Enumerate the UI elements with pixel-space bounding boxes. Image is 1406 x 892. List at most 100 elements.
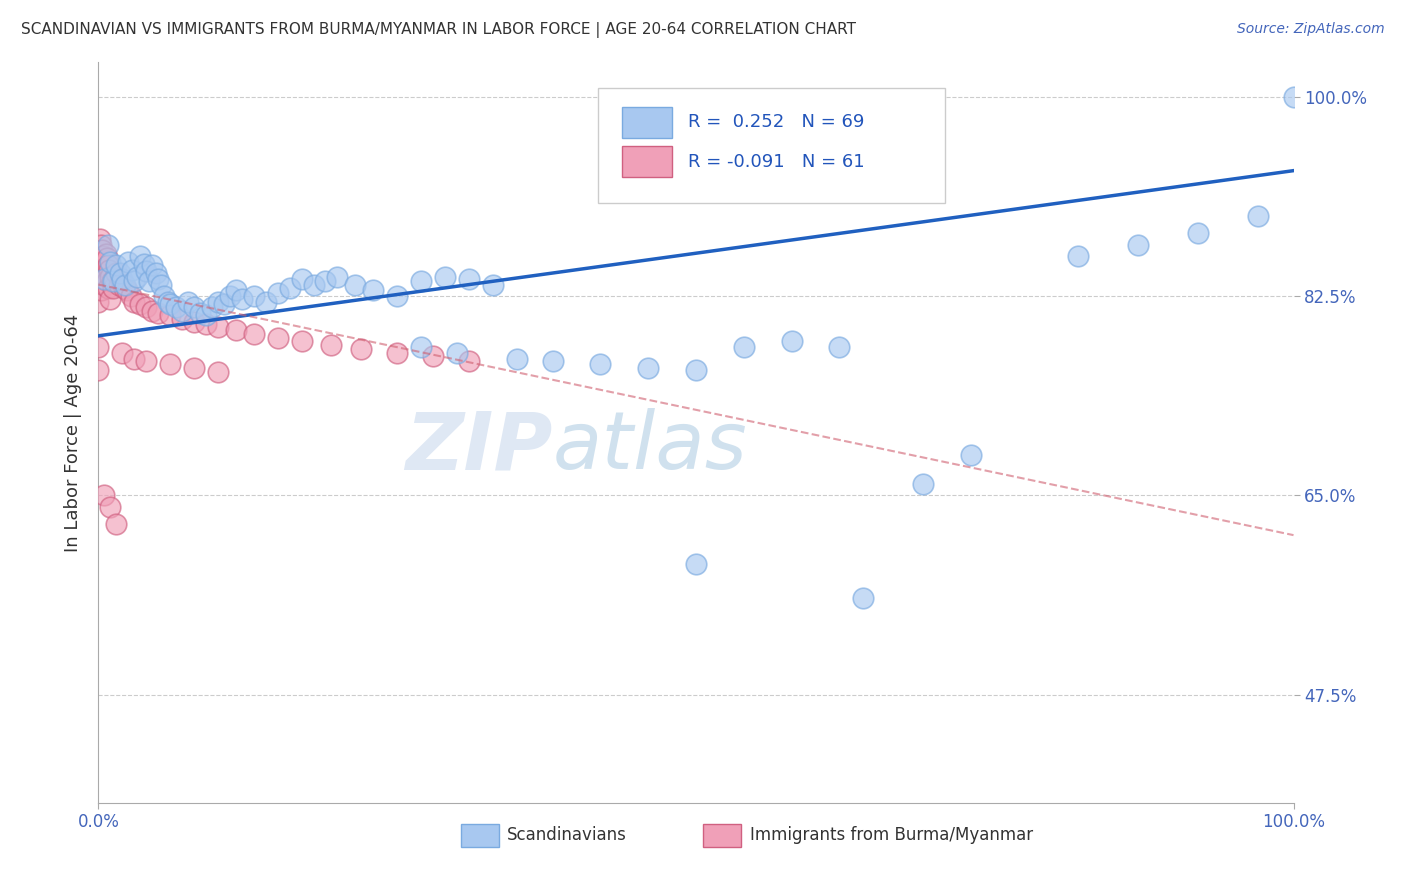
Point <box>101 274 124 288</box>
Point <box>1282 89 1305 103</box>
Point <box>458 354 481 368</box>
Point <box>159 308 181 322</box>
Text: Scandinavians: Scandinavians <box>508 826 627 845</box>
Point <box>112 281 135 295</box>
Point <box>87 249 110 263</box>
Y-axis label: In Labor Force | Age 20-64: In Labor Force | Age 20-64 <box>63 313 82 552</box>
Point <box>90 283 112 297</box>
Point <box>172 303 194 318</box>
Point <box>94 269 117 284</box>
Point <box>685 363 707 377</box>
Text: Immigrants from Burma/Myanmar: Immigrants from Burma/Myanmar <box>749 826 1033 845</box>
Point <box>177 294 200 309</box>
Point <box>97 237 120 252</box>
FancyBboxPatch shape <box>621 146 672 178</box>
Point <box>1187 227 1209 241</box>
Text: R = -0.091   N = 61: R = -0.091 N = 61 <box>688 153 865 170</box>
Point <box>195 318 218 332</box>
Point <box>733 340 755 354</box>
Point <box>94 247 117 261</box>
Text: SCANDINAVIAN VS IMMIGRANTS FROM BURMA/MYANMAR IN LABOR FORCE | AGE 20-64 CORRELA: SCANDINAVIAN VS IMMIGRANTS FROM BURMA/MY… <box>21 22 856 38</box>
Point <box>124 351 146 366</box>
Point <box>91 249 114 263</box>
Point <box>98 254 122 268</box>
Point <box>138 274 160 288</box>
Point <box>267 331 290 345</box>
Point <box>434 269 457 284</box>
Point <box>108 266 131 280</box>
Point <box>411 340 433 354</box>
Point <box>132 257 155 271</box>
Point <box>278 281 301 295</box>
Point <box>111 346 134 360</box>
Point <box>506 351 529 366</box>
FancyBboxPatch shape <box>461 823 499 847</box>
Point <box>481 277 505 292</box>
Point <box>321 338 343 352</box>
Point <box>231 293 253 307</box>
Point <box>852 591 875 605</box>
Point <box>207 319 229 334</box>
Point <box>98 269 122 284</box>
Point <box>960 449 983 463</box>
Point <box>165 301 187 315</box>
Point <box>135 264 157 278</box>
Point <box>125 269 148 284</box>
Point <box>93 254 115 268</box>
Text: atlas: atlas <box>553 409 748 486</box>
Text: R =  0.252   N = 69: R = 0.252 N = 69 <box>688 113 863 131</box>
Point <box>159 297 181 311</box>
Point <box>141 258 163 272</box>
Point <box>91 262 114 277</box>
Point <box>141 303 163 318</box>
Point <box>115 283 138 297</box>
Point <box>153 289 176 303</box>
Point <box>87 340 110 354</box>
Point <box>89 232 111 246</box>
Point <box>422 349 444 363</box>
Point <box>149 277 172 292</box>
Point <box>91 244 114 258</box>
Point <box>90 260 112 275</box>
Point <box>105 258 128 272</box>
Point <box>96 252 118 266</box>
Point <box>828 340 851 354</box>
Point <box>129 249 152 263</box>
Point <box>1128 237 1150 252</box>
Point <box>121 262 143 277</box>
Point <box>243 326 266 341</box>
Point <box>145 266 167 280</box>
Point <box>291 334 314 349</box>
Point <box>446 346 468 360</box>
Point <box>98 293 122 307</box>
Point <box>188 306 211 320</box>
Point <box>96 274 118 288</box>
Point <box>172 311 194 326</box>
Point <box>103 272 125 286</box>
Point <box>326 269 349 284</box>
Point <box>89 266 111 280</box>
Point <box>219 289 242 303</box>
Point <box>267 285 290 300</box>
Point <box>110 274 132 288</box>
Point <box>98 500 122 514</box>
Point <box>124 274 146 288</box>
Text: Source: ZipAtlas.com: Source: ZipAtlas.com <box>1237 22 1385 37</box>
Point <box>97 258 120 272</box>
FancyBboxPatch shape <box>598 88 945 203</box>
Point <box>637 360 659 375</box>
Point <box>225 323 247 337</box>
Point <box>129 297 152 311</box>
Point <box>1247 209 1270 223</box>
Point <box>183 360 205 375</box>
Point <box>201 301 224 315</box>
Point <box>87 294 110 309</box>
Point <box>101 281 124 295</box>
Point <box>385 346 409 360</box>
Point <box>120 289 142 303</box>
Point <box>135 354 157 368</box>
Point <box>291 272 314 286</box>
Point <box>315 274 337 288</box>
Point <box>90 237 112 252</box>
Point <box>541 354 564 368</box>
